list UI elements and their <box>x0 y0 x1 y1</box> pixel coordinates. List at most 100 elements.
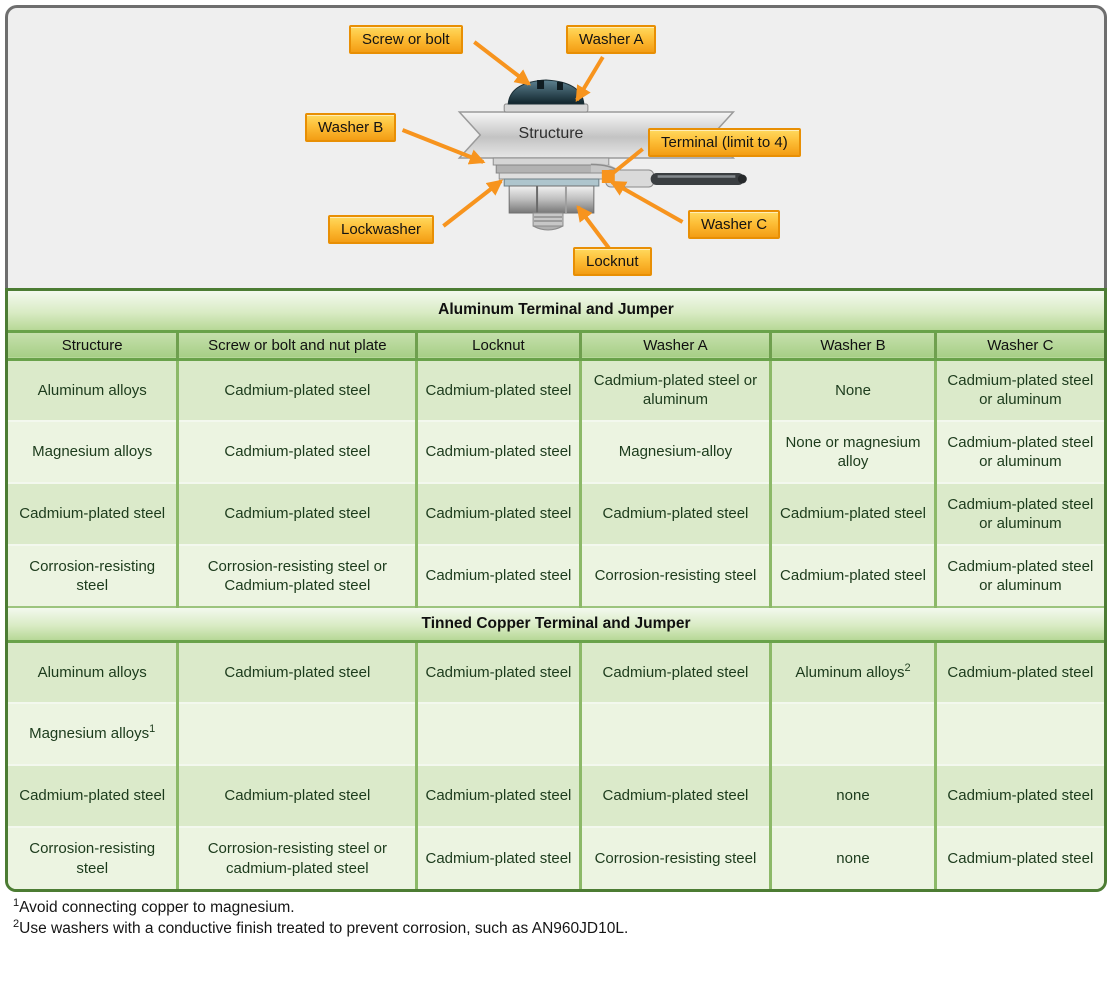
col-header-washer-a: Washer A <box>578 331 771 361</box>
footnote-2-text: Use washers with a conductive finish tre… <box>19 920 629 937</box>
table-cell: Cadmium-plated steel <box>176 420 417 483</box>
callout-washer-b: Washer B <box>305 113 397 142</box>
table-cell: Aluminum alloys2 <box>769 641 936 703</box>
structure-text: Structure <box>518 125 584 142</box>
col-header-structure: Structure <box>8 331 178 361</box>
table-cell: Magnesium alloys <box>8 420 178 483</box>
table-cell: Cadmium-plated steel <box>933 764 1104 827</box>
table-row: Aluminum alloys Cadmium-plated steel Cad… <box>8 641 1104 703</box>
table-row: Magnesium alloys Cadmium-plated steel Ca… <box>8 420 1104 483</box>
table-cell: Cadmium-plated steel <box>415 482 581 545</box>
column-header-row: Structure Screw or bolt and nut plate Lo… <box>8 331 1104 361</box>
col-header-washer-c: Washer C <box>933 331 1104 361</box>
table-cell: Cadmium-plated steel <box>176 764 417 827</box>
table-cell <box>415 702 581 765</box>
col-header-screw: Screw or bolt and nut plate <box>176 331 417 361</box>
table-cell: Cadmium-plated steel or aluminum <box>578 359 771 421</box>
table-cell: None or magnesium alloy <box>769 420 936 483</box>
col-header-locknut: Locknut <box>415 331 581 361</box>
arrow-washer-a <box>575 55 605 103</box>
section-header-tinned-copper: Tinned Copper Terminal and Jumper <box>8 606 1104 643</box>
section-title: Tinned Copper Terminal and Jumper <box>8 606 1104 643</box>
table-cell: Cadmium-plated steel <box>933 826 1104 889</box>
table-cell: Cadmium-plated steel <box>578 482 771 545</box>
table-cell: Magnesium alloys1 <box>8 702 178 765</box>
table-cell: Cadmium-plated steel <box>415 764 581 827</box>
table-cell: Cadmium-plated steel <box>8 764 178 827</box>
table-cell: Cadmium-plated steel or aluminum <box>933 482 1104 545</box>
col-header-washer-b: Washer B <box>769 331 936 361</box>
washer-c-shape <box>498 172 605 180</box>
hardware-diagram: Structure Screw or bolt Washer A Washer … <box>5 5 1107 288</box>
table-cell: Cadmium-plated steel <box>578 764 771 827</box>
screw-head-shape <box>507 79 585 105</box>
section-title: Aluminum Terminal and Jumper <box>8 291 1104 333</box>
table-cell: Cadmium-plated steel or aluminum <box>933 359 1104 421</box>
table-cell: Cadmium-plated steel <box>578 641 771 703</box>
table-cell: Cadmium-plated steel <box>176 641 417 703</box>
footnote-2: 2Use washers with a conductive finish tr… <box>13 918 1103 938</box>
table-cell <box>176 702 417 765</box>
table-cell: Aluminum alloys <box>8 359 178 421</box>
table-cell: Corrosion-resisting steel or cadmium-pla… <box>176 826 417 889</box>
washer-a-shape <box>503 103 589 113</box>
callout-washer-a: Washer A <box>566 25 657 54</box>
table-row: Aluminum alloys Cadmium-plated steel Cad… <box>8 359 1104 421</box>
section-header-aluminum: Aluminum Terminal and Jumper <box>8 291 1104 333</box>
table-cell: Cadmium-plated steel <box>769 544 936 607</box>
terminal-marker-square <box>601 170 615 183</box>
footnote-1-sup: 1 <box>13 896 20 909</box>
assembly-svg <box>401 40 747 250</box>
arrow-washer-c <box>609 180 684 224</box>
bonding-table: Aluminum Terminal and Jumper Structure S… <box>5 288 1107 892</box>
arrow-lockwasher <box>442 179 504 228</box>
arrow-washer-b <box>401 128 486 165</box>
table-cell: Corrosion-resisting steel <box>578 544 771 607</box>
table-cell <box>933 702 1104 765</box>
table-row: Cadmium-plated steel Cadmium-plated stee… <box>8 764 1104 827</box>
table-cell: Cadmium-plated steel <box>176 359 417 421</box>
table-cell: Cadmium-plated steel <box>769 482 936 545</box>
table-cell: Cadmium-plated steel <box>415 420 581 483</box>
table-cell: Corrosion-resisting steel or Cadmium-pla… <box>176 544 417 607</box>
table-cell: None <box>769 359 936 421</box>
lockwasher-shape <box>503 178 600 187</box>
footnote-ref-1: 1 <box>149 723 156 736</box>
screw-slot-2 <box>556 82 563 90</box>
screw-tip-end <box>532 225 564 231</box>
table-cell: Corrosion-resisting steel <box>8 826 178 889</box>
table-cell: none <box>769 764 936 827</box>
table-cell: Cadmium-plated steel <box>415 826 581 889</box>
table-cell: Magnesium-alloy <box>578 420 771 483</box>
wire <box>650 173 745 185</box>
arrow-locknut <box>576 205 611 250</box>
figure-container: Structure Screw or bolt Washer A Washer … <box>5 5 1107 938</box>
callout-screw-or-bolt: Screw or bolt <box>349 25 463 54</box>
table-cell: none <box>769 826 936 889</box>
table-cell: Cadmium-plated steel <box>8 482 178 545</box>
table-cell: Corrosion-resisting steel <box>8 544 178 607</box>
table-cell: Cadmium-plated steel <box>415 641 581 703</box>
table-row: Magnesium alloys1 <box>8 702 1104 765</box>
footnote-1: 1Avoid connecting copper to magnesium. <box>13 896 1103 917</box>
table-cell: Cadmium-plated steel or aluminum <box>933 420 1104 483</box>
table-cell: Cadmium-plated steel or aluminum <box>933 544 1104 607</box>
table-cell: Corrosion-resisting steel <box>578 826 771 889</box>
table-cell <box>769 702 936 765</box>
table-row: Corrosion-resisting steel Corrosion-resi… <box>8 544 1104 607</box>
callout-locknut: Locknut <box>573 247 652 276</box>
table-cell: Aluminum alloys <box>8 641 178 703</box>
callout-lockwasher: Lockwasher <box>328 215 435 244</box>
callout-terminal: Terminal (limit to 4) <box>648 128 801 157</box>
table-row: Corrosion-resisting steel Corrosion-resi… <box>8 826 1104 889</box>
table-cell: Cadmium-plated steel <box>933 641 1104 703</box>
arrow-screw-or-bolt <box>473 40 531 86</box>
arrow-terminal <box>610 147 644 176</box>
table-cell <box>578 702 771 765</box>
table-cell: Cadmium-plated steel <box>415 359 581 421</box>
table-cell: Cadmium-plated steel <box>415 544 581 607</box>
table-cell: Cadmium-plated steel <box>176 482 417 545</box>
screw-tip <box>532 212 564 227</box>
screw-slot <box>537 80 545 89</box>
